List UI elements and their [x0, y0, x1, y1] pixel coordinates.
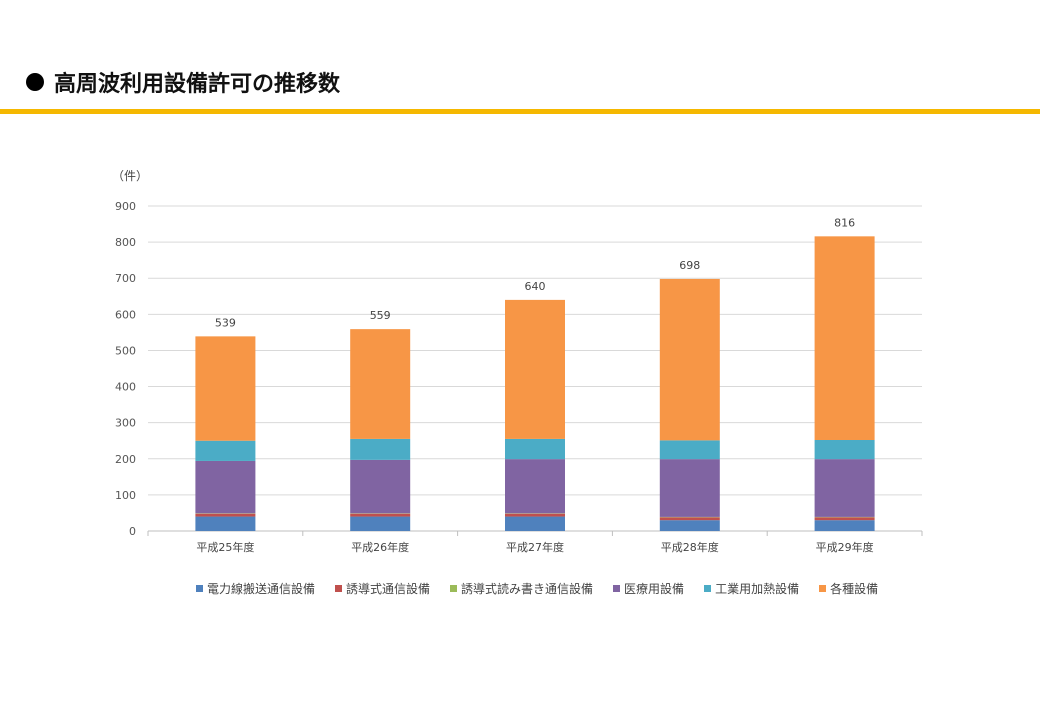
legend-swatch	[450, 585, 458, 592]
legend-label: 誘導式通信設備	[346, 582, 431, 596]
page-title-text: 高周波利用設備許可の推移数	[54, 72, 341, 97]
legend-label: 工業用加熱設備	[715, 582, 800, 596]
bar-segment	[350, 459, 411, 514]
legend-label: 医療用設備	[624, 582, 685, 596]
bar-segment	[814, 236, 875, 440]
legend-swatch	[819, 585, 827, 592]
x-category-label: 平成29年度	[816, 540, 874, 554]
legend-label: 誘導式読み書き通信設備	[461, 582, 594, 596]
legend-swatch	[613, 585, 621, 592]
legend-item: 電力線搬送通信設備	[196, 580, 315, 597]
bar-segment	[350, 329, 411, 439]
bar-segment	[659, 517, 720, 521]
y-tick-label: 200	[115, 453, 136, 466]
total-data-label: 698	[679, 259, 700, 272]
bar-segment	[505, 516, 565, 531]
bar-segment	[195, 513, 256, 517]
y-tick-label: 0	[129, 525, 136, 538]
y-tick-label: 700	[115, 272, 136, 285]
y-tick-label: 600	[115, 308, 136, 321]
bar-segment	[659, 520, 720, 531]
y-tick-label: 400	[115, 381, 136, 394]
total-data-label: 539	[215, 316, 236, 329]
bar-segment	[505, 459, 565, 514]
bullet-icon	[26, 73, 44, 91]
x-category-label: 平成26年度	[351, 540, 409, 554]
page-title: 高周波利用設備許可の推移数	[26, 64, 340, 100]
y-tick-label: 300	[115, 417, 136, 430]
legend-label: 各種設備	[830, 582, 879, 596]
y-tick-label: 800	[115, 236, 136, 249]
legend-item: 誘導式読み書き通信設備	[450, 580, 593, 597]
legend-item: 誘導式通信設備	[335, 580, 430, 597]
legend-swatch	[704, 585, 712, 592]
bar-segment	[659, 459, 720, 517]
bar-segment	[195, 440, 256, 461]
total-data-label: 559	[370, 309, 391, 322]
x-category-label: 平成28年度	[661, 540, 719, 554]
bar-segment	[659, 440, 720, 460]
title-underline	[0, 109, 1040, 114]
total-data-label: 816	[834, 216, 855, 229]
y-tick-label: 500	[115, 344, 136, 357]
bar-segment	[814, 440, 875, 460]
x-category-label: 平成25年度	[196, 540, 254, 554]
y-tick-label: 900	[115, 200, 136, 213]
legend-swatch	[196, 585, 203, 592]
bar-segment	[505, 299, 565, 439]
chart-legend: 電力線搬送通信設備 誘導式通信設備 誘導式読み書き通信設備 医療用設備 工業用加熱設備 各…	[196, 580, 976, 597]
legend-label: 電力線搬送通信設備	[207, 582, 316, 596]
bar-segment	[505, 513, 565, 517]
bar-segment	[350, 516, 411, 531]
bar-segment	[814, 459, 875, 517]
legend-item: 各種設備	[819, 580, 878, 597]
y-unit-label: （件）	[112, 169, 148, 183]
legend-swatch	[335, 585, 343, 592]
bar-segment	[350, 513, 411, 517]
y-tick-label: 100	[115, 489, 136, 502]
bar-segment	[350, 438, 411, 460]
bar-segment	[505, 438, 565, 460]
bar-segment	[814, 520, 875, 531]
bar-segment	[195, 516, 256, 531]
bar-segment	[814, 517, 875, 521]
legend-item: 工業用加熱設備	[704, 580, 799, 597]
x-category-label: 平成27年度	[506, 540, 564, 554]
total-data-label: 640	[525, 280, 546, 293]
bar-segment	[195, 336, 256, 441]
bar-segment	[195, 460, 256, 514]
legend-item: 医療用設備	[613, 580, 684, 597]
bar-segment	[659, 278, 720, 441]
